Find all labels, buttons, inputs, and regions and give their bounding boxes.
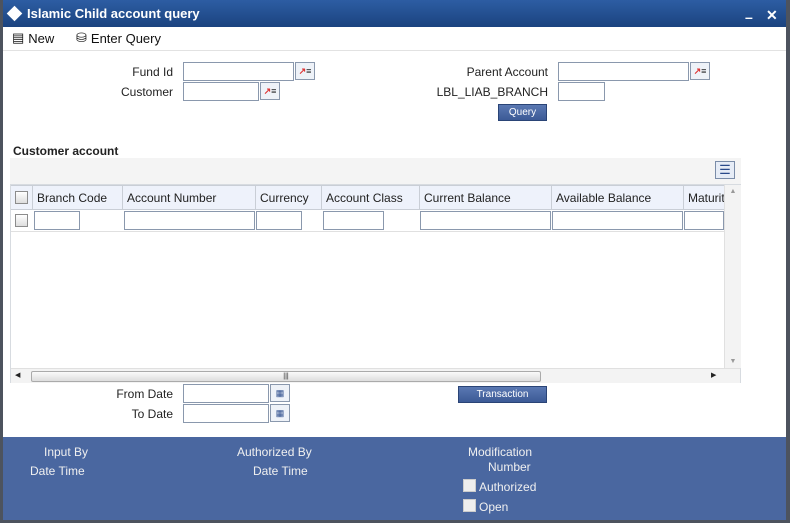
parent-account-input[interactable] [558,62,689,81]
close-icon[interactable]: ✕ [766,7,778,23]
to-date-label: To Date [131,407,173,421]
calendar-icon[interactable]: ▦ [270,384,290,402]
open-label: Open [479,500,509,514]
new-button[interactable]: ▤ New [12,30,55,46]
number-label: Number [488,460,531,474]
col-maturity: Maturit [688,191,724,205]
scroll-thumb[interactable]: ||| [31,371,541,382]
from-date-label: From Date [116,387,173,401]
col-branch-code: Branch Code [33,186,123,209]
footer: Input By Date Time Authorized By Date Ti… [3,437,786,520]
date-time-label: Date Time [30,464,85,478]
authorized-label: Authorized [479,480,537,494]
scroll-right-icon[interactable]: ▶ [711,372,717,379]
fund-id-label: Fund Id [132,65,173,79]
auth-date-time-label: Date Time [253,464,308,478]
transaction-button[interactable]: Transaction [458,386,547,403]
col-current-balance: Current Balance [420,186,552,209]
authorized-checkbox[interactable] [463,479,476,492]
section-title: Customer account [13,144,119,158]
branch-code-cell[interactable] [34,211,80,230]
open-checkbox[interactable] [463,499,476,512]
current-balance-cell[interactable] [420,211,551,230]
to-date-input[interactable] [183,404,269,423]
table-row [11,210,724,232]
window: Islamic Child account query – ✕ ▤ New ⛁ En… [3,0,786,520]
title-bar: Islamic Child account query – ✕ [3,0,786,27]
database-icon: ⛁ [76,30,87,45]
new-icon: ▤ [12,30,25,45]
parent-account-lov-button[interactable]: ↗≡ [690,62,710,80]
row-checkbox[interactable] [15,214,28,227]
account-class-cell[interactable] [323,211,384,230]
horizontal-scrollbar[interactable]: ◀ ||| ▶ [11,368,740,383]
col-available-balance: Available Balance [552,186,684,209]
customer-input[interactable] [183,82,259,101]
col-currency: Currency [256,186,322,209]
col-account-class: Account Class [322,186,420,209]
scroll-up-icon[interactable]: ▲ [729,188,737,195]
fund-id-input[interactable] [183,62,294,81]
grid-toolbar [10,158,741,184]
authorized-by-label: Authorized By [237,445,312,459]
column-settings-icon[interactable]: ☰ [715,161,735,179]
enter-query-button[interactable]: ⛁ Enter Query [76,30,161,46]
liab-branch-label: LBL_LIAB_BRANCH [436,85,548,99]
currency-cell[interactable] [256,211,302,230]
customer-lov-button[interactable]: ↗≡ [260,82,280,100]
customer-account-grid: Branch Code Account Number Currency Acco… [10,184,741,383]
toolbar: ▤ New ⛁ Enter Query [3,27,786,51]
from-date-input[interactable] [183,384,269,403]
account-number-cell[interactable] [124,211,255,230]
liab-branch-input[interactable] [558,82,605,101]
window-title: Islamic Child account query [27,6,200,21]
input-by-label: Input By [44,445,89,459]
scroll-left-icon[interactable]: ◀ [15,372,21,379]
minimize-icon[interactable]: – [745,9,753,25]
select-all-checkbox[interactable] [11,186,33,209]
grid-header: Branch Code Account Number Currency Acco… [11,185,724,210]
vertical-scrollbar[interactable]: ▲ ▼ [724,185,741,368]
calendar-icon[interactable]: ▦ [270,404,290,422]
parent-account-label: Parent Account [466,65,548,79]
customer-label: Customer [120,85,173,99]
scroll-down-icon[interactable]: ▼ [729,358,737,365]
app-icon [6,5,23,22]
fund-id-lov-button[interactable]: ↗≡ [295,62,315,80]
maturity-cell[interactable] [684,211,724,230]
col-account-number: Account Number [123,186,256,209]
modification-label: Modification [468,445,533,459]
query-button[interactable]: Query [498,104,547,121]
available-balance-cell[interactable] [552,211,683,230]
